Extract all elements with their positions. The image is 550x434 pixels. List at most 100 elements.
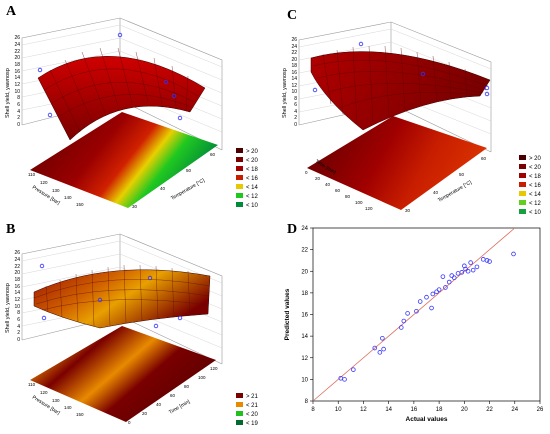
legend-swatch-b	[236, 420, 243, 425]
x-tick-label: 18	[436, 407, 443, 413]
z-tick-a: 16	[14, 69, 20, 75]
z-tick-c: 24	[291, 44, 297, 50]
x-tick-label: 22	[486, 407, 493, 413]
data-point	[443, 285, 448, 290]
reference-line	[312, 227, 516, 402]
x-axis-label-b: Time [min]	[168, 399, 192, 416]
x-tick-label: 20	[461, 407, 468, 413]
legend-b: > 21 < 21 < 20 < 19	[236, 393, 259, 427]
y-tick-a: 120	[40, 180, 48, 185]
z-tick-c: 8	[294, 96, 297, 102]
data-point	[429, 305, 434, 311]
data-point	[430, 291, 436, 297]
legend-swatch-c	[519, 164, 526, 169]
z-tick-b: 16	[14, 284, 20, 290]
y-tick-label: 22	[301, 248, 308, 254]
y-tick-c: 80	[345, 194, 351, 199]
x-tick-a: 40	[160, 186, 166, 191]
y-tick-c: 100	[355, 200, 363, 205]
z-tick-b: 20	[14, 270, 20, 276]
z-tick-c: 0	[294, 122, 297, 128]
z-tick-a: 0	[17, 122, 20, 128]
surface-mesh-a	[43, 47, 199, 133]
y-tick-b: 110	[28, 382, 36, 387]
x-axis-label-a: Temperature [°C]	[170, 177, 206, 201]
surface-plot-c: 0 2 4 6 8 10 12 14 16 18 20 22 24 26 She…	[282, 21, 542, 216]
x-tick-label: 14	[385, 407, 392, 413]
data-point	[377, 350, 383, 355]
data-point	[414, 308, 419, 314]
z-tick-b: 10	[14, 304, 20, 310]
x-tick-label: 16	[411, 407, 418, 413]
legend-swatch-c	[519, 191, 526, 196]
z-tick-a: 18	[14, 62, 20, 68]
x-tick-b: 100	[198, 375, 206, 380]
legend-swatch-a	[236, 157, 243, 162]
z-axis-label-b: Shell yield, yawnosp	[5, 283, 11, 333]
z-tick-a: 2	[17, 115, 20, 121]
x-ticks-a: 30 40 50 60	[132, 152, 216, 209]
z-tick-b: 0	[17, 337, 20, 343]
data-point	[470, 267, 476, 273]
y-tick-a: 150	[76, 202, 84, 207]
data-point	[434, 289, 439, 295]
z-tick-c: 6	[294, 102, 297, 108]
z-tick-a: 12	[14, 82, 20, 88]
legend-swatch-a	[236, 193, 243, 198]
x-ticks-b: 0 20 40 60 80 100 120	[128, 366, 218, 425]
z-ticks-c: 0 2 4 6 8 10 12 14 16 18 20 22 24 26	[291, 37, 297, 128]
y-tick-b: 120	[40, 390, 48, 395]
z-tick-a: 10	[14, 89, 20, 95]
legend-label-b: < 21	[246, 403, 259, 409]
scatter-points	[338, 251, 516, 382]
panel-label-c: C	[287, 8, 298, 23]
data-point	[351, 367, 356, 372]
legend-swatch-c	[519, 173, 526, 178]
contour-floor-a	[30, 112, 218, 208]
z-tick-a: 14	[14, 75, 20, 81]
legend-swatch-b	[236, 393, 243, 398]
y-tick-a: 140	[64, 195, 72, 200]
legend-c: > 20 < 20 < 18 < 16 < 14 < 12 < 10 < 8	[519, 155, 542, 216]
x-ticks-c: 30 40 50 60	[405, 156, 487, 213]
z-tick-b: 4	[17, 324, 20, 330]
z-tick-b: 2	[17, 330, 20, 336]
legend-label-c: > 20	[529, 156, 542, 162]
observed-points-b	[39, 263, 183, 329]
response-surface-b	[33, 269, 211, 329]
z-tick-c: 12	[291, 83, 297, 89]
z-tick-a: 4	[17, 109, 20, 115]
fit-line	[312, 227, 516, 402]
y-axis-label: Predicted values	[284, 288, 291, 340]
data-point	[449, 273, 455, 278]
data-point	[455, 271, 461, 276]
y-tick-c: 20	[315, 176, 321, 181]
panel-label-d: D	[287, 222, 298, 237]
data-point	[474, 264, 480, 270]
x-tick-b: 60	[170, 393, 176, 398]
y-tick-label: 16	[301, 313, 308, 319]
y-tick-c: 120	[365, 206, 373, 211]
data-point	[468, 260, 473, 265]
observed-points-c	[312, 41, 490, 97]
z-tick-a: 8	[17, 95, 20, 101]
x-tick-b: 120	[210, 366, 218, 371]
legend-swatch-a	[236, 184, 243, 189]
z-tick-a: 26	[14, 35, 20, 41]
data-point	[417, 299, 423, 304]
data-point	[381, 346, 386, 352]
z-tick-c: 20	[291, 57, 297, 63]
z-tick-c: 16	[291, 70, 297, 76]
x-tick-b: 80	[184, 384, 190, 389]
z-tick-a: 24	[14, 42, 20, 48]
y-tick-b: 150	[76, 412, 84, 417]
surface-mesh-c	[312, 45, 489, 125]
data-point	[440, 274, 446, 279]
z-tick-b: 6	[17, 317, 20, 323]
response-surface-c	[310, 51, 491, 131]
z-axis-label-c: Shell yield, yawnosp	[282, 68, 288, 118]
legend-label-b: < 19	[246, 421, 259, 427]
data-point	[342, 377, 347, 382]
y-tick-c: 60	[335, 188, 341, 193]
scatter-axes: 8 10 12 14 16 18 20 22 24 26 8 10 12 14 16 18 20 22 24	[301, 226, 544, 413]
